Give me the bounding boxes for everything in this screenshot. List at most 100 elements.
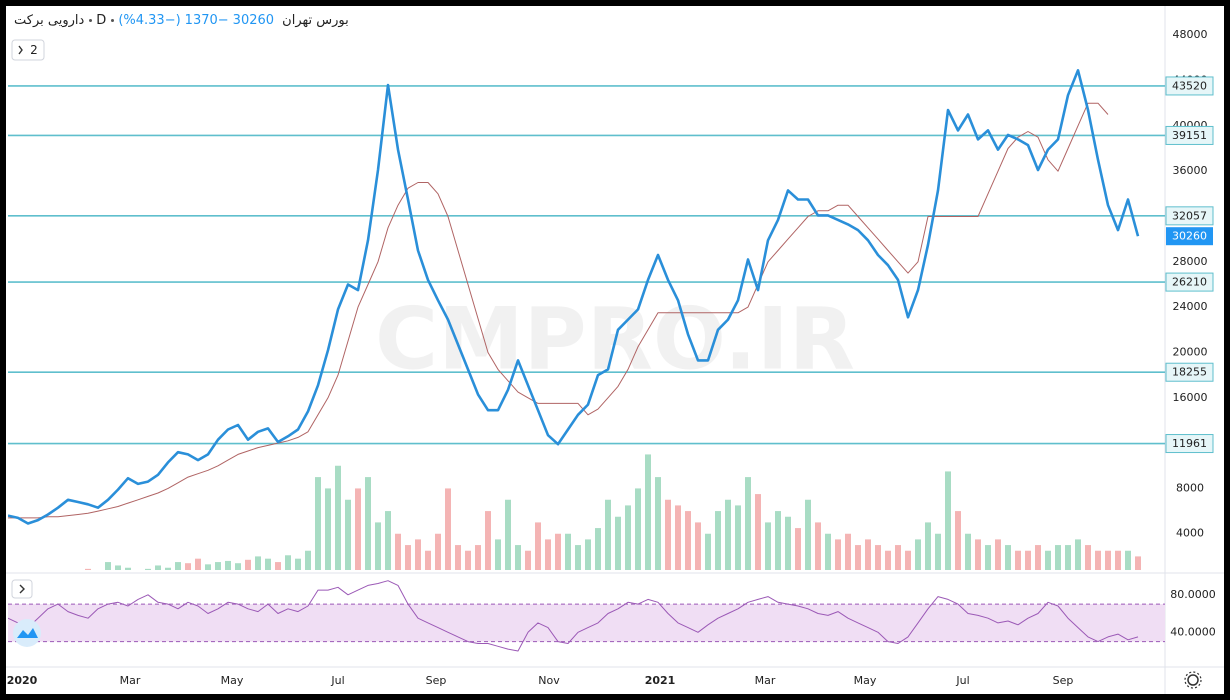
last-price-label: 30260 (1172, 230, 1207, 243)
level-label: 32057 (1172, 209, 1207, 222)
volume-bar (295, 558, 301, 570)
volume-bar (455, 545, 461, 570)
scale-button[interactable]: 2 (11, 39, 45, 61)
volume-bar (845, 533, 851, 570)
volume-bar (1125, 550, 1131, 570)
level-label: 18255 (1172, 366, 1207, 379)
volume-bar (905, 550, 911, 570)
volume-bar (745, 477, 751, 570)
volume-bar (555, 533, 561, 570)
volume-bar (735, 505, 741, 570)
volume-bar (445, 488, 451, 570)
volume-bar (35, 575, 41, 580)
volume-bar (205, 564, 211, 570)
x-tick-label: Nov (538, 674, 560, 687)
level-label-box (1165, 434, 1214, 454)
volume-bar (175, 562, 181, 570)
symbol: دارویی برکت (14, 13, 85, 28)
rsi-toggle[interactable] (11, 579, 33, 599)
volume-bar (65, 573, 71, 579)
x-tick-label: Sep (1053, 674, 1074, 687)
volume-bar (775, 511, 781, 570)
volume-bar (115, 565, 121, 570)
volume-bar (785, 516, 791, 570)
volume-bar (305, 550, 311, 570)
volume-bar (515, 545, 521, 570)
volume-bar (215, 562, 221, 570)
volume-bar (825, 533, 831, 570)
volume-bar (565, 533, 571, 570)
volume-bar (965, 533, 971, 570)
price-axis: 2020 Mar May Jul Sep Nov 2021 Mar May Jul Sep 4000 8… (7, 28, 1216, 687)
volume-bar (835, 539, 841, 570)
volume-bar (395, 533, 401, 570)
volume-bar (955, 511, 961, 570)
x-tick-label: 2021 (645, 674, 676, 687)
volume-bar (15, 575, 21, 580)
volume-bar (325, 488, 331, 570)
volume-bar (185, 563, 191, 570)
volume-bar (915, 539, 921, 570)
y-tick-label: 24000 (1173, 300, 1208, 313)
series-line (8, 580, 1139, 652)
volume-bar (975, 539, 981, 570)
volume-bar (1005, 545, 1011, 570)
volume-bar (895, 545, 901, 570)
y-tick-label: 20000 (1173, 345, 1208, 358)
volume-bar (355, 488, 361, 570)
volume-bar (345, 499, 351, 570)
volume-bar (605, 499, 611, 570)
level-label-box (1165, 206, 1214, 226)
y-tick-label: 48000 (1173, 28, 1208, 41)
volume-bar (235, 563, 241, 570)
volume-bar (1055, 545, 1061, 570)
volume-bar (685, 511, 691, 570)
volume-bar (1075, 539, 1081, 570)
scale-button-label[interactable]: 2 (30, 43, 38, 57)
change: −1370 (184, 13, 229, 28)
volume-bar (925, 522, 931, 570)
volume-bar (1095, 550, 1101, 570)
volume-bar (625, 505, 631, 570)
x-tick-label: Jul (955, 674, 969, 687)
volume-bar (1105, 550, 1111, 570)
layers (8, 69, 1165, 652)
volume-bar (155, 565, 161, 570)
volume-bar (1025, 550, 1031, 570)
volume-bar (265, 558, 271, 570)
volume-bar (805, 499, 811, 570)
x-tick-label: 2020 (7, 674, 38, 687)
volume-bar (715, 511, 721, 570)
volume-bar (135, 570, 141, 579)
level-label: 11961 (1172, 437, 1207, 450)
volume-bar (245, 559, 251, 570)
volume-bar (75, 571, 81, 579)
volume-bar (645, 454, 651, 570)
volume-bar (255, 556, 261, 570)
rsi-pane (8, 580, 1165, 652)
level-label-box (1165, 76, 1214, 96)
level-label-box (1165, 125, 1214, 145)
volume-bar (575, 545, 581, 570)
volume-bar (1085, 545, 1091, 570)
volume-bar (125, 567, 131, 570)
volume-bar (595, 528, 601, 570)
volume-bar (165, 567, 171, 570)
volume-bar (755, 494, 761, 570)
volume-bar (615, 516, 621, 570)
volume-bar (935, 533, 941, 570)
x-tick-label: May (854, 674, 877, 687)
price-pane (8, 69, 1165, 580)
y-tick-label: 4000 (1176, 527, 1204, 540)
volume-bar (195, 558, 201, 570)
legend: دارویی برکت D بورس تهران 30260−1370(−4.33%… (14, 13, 353, 28)
volume-bar (285, 555, 291, 570)
last-price-box (1166, 227, 1213, 246)
volume-bar (55, 570, 61, 579)
volume-bar (25, 573, 31, 579)
volume-bar (1015, 550, 1021, 570)
volume-bar (945, 471, 951, 570)
settings-icon[interactable] (1184, 671, 1202, 689)
volume-bar (475, 545, 481, 570)
